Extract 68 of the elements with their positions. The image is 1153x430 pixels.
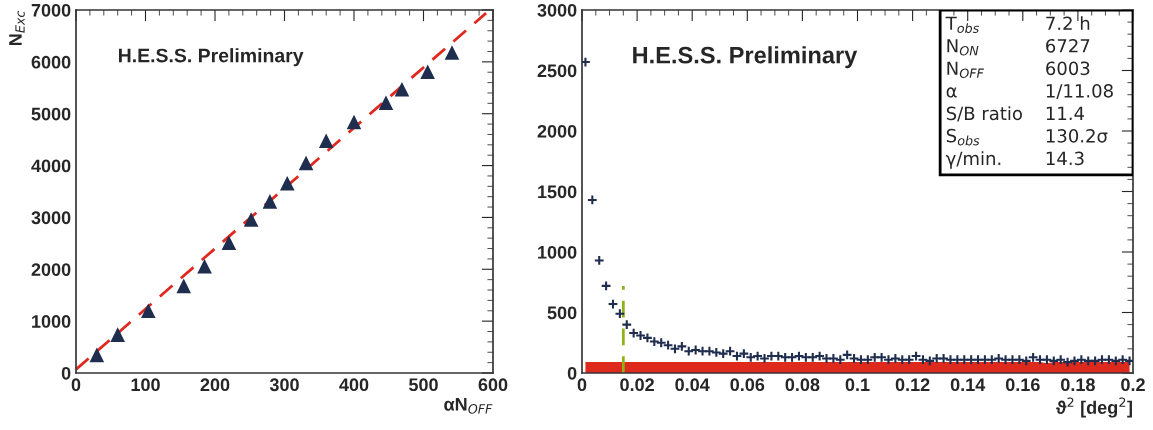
annotation: 130.2σ: [1046, 128, 1108, 143]
x-tick-label: 500: [408, 378, 438, 392]
point: [110, 327, 125, 342]
y-tick-label: 3000: [31, 211, 71, 225]
point: [262, 194, 278, 209]
x-tick-label: 100: [131, 378, 160, 392]
x-tick-label: 0: [577, 378, 587, 392]
x-tick-label: 0.12: [895, 378, 930, 392]
x-tick-label: 300: [269, 378, 299, 392]
point: [197, 258, 212, 274]
point: [141, 303, 156, 319]
x-tick-label: 0.04: [675, 378, 710, 392]
annotation: H.E.S.S. Preliminary: [119, 48, 304, 67]
annotation: 1/11.08: [1046, 83, 1113, 100]
point: [346, 114, 362, 130]
point: [318, 133, 334, 148]
point: [280, 175, 295, 191]
x-axis-title: ϑ$^{2}$ [deg$^{2}$]: [1056, 397, 1132, 418]
annotation: 7.2 h: [1046, 16, 1090, 30]
point: [420, 64, 435, 79]
y-tick-label: 0: [567, 366, 577, 380]
annotation: T$_{obs}$: [945, 16, 979, 33]
point: [221, 235, 237, 251]
point: [176, 278, 192, 294]
x-tick-label: 0.02: [620, 378, 654, 392]
annotation: 6003: [1046, 61, 1090, 76]
annotation: H.E.S.S. Preliminary: [633, 46, 858, 69]
annotation: N$_{OFF}$: [947, 61, 984, 78]
y-tick-label: 1500: [538, 185, 577, 199]
point: [378, 95, 394, 111]
x-tick-label: 0.08: [785, 378, 820, 392]
x-tick-label: 0: [71, 378, 81, 392]
point: [89, 347, 105, 363]
annotation: γ/min.: [945, 151, 1001, 169]
x-axis-title: αN$_{OFF}$: [444, 398, 493, 414]
x-tick-label: 400: [339, 378, 369, 392]
annotation: α: [946, 87, 957, 98]
y-tick-label: 1000: [32, 315, 71, 328]
x-tick-label: 0.16: [1005, 378, 1040, 392]
point: [243, 212, 259, 227]
y-tick-label: 500: [547, 306, 577, 320]
x-tick-label: 0.1: [845, 378, 870, 392]
y-tick-label: 2000: [537, 124, 577, 138]
y-tick-label: 7000: [31, 3, 71, 17]
x-tick-label: 0.14: [950, 378, 986, 392]
x-tick-label: 0.06: [730, 378, 765, 392]
y-tick-label: 6000: [31, 55, 71, 69]
x-tick-label: 600: [478, 378, 508, 392]
annotation: 11.4: [1046, 106, 1085, 120]
annotation: 6727: [1046, 38, 1090, 53]
y-tick-label: 2500: [537, 64, 577, 78]
y-tick-label: 5000: [31, 107, 71, 121]
point: [394, 82, 410, 97]
annotation: N$_{ON}$: [947, 39, 979, 56]
point: [298, 155, 314, 171]
x-tick-label: 200: [200, 378, 230, 392]
y-tick-label: 1000: [538, 245, 577, 259]
annotation: 14.3: [1046, 151, 1084, 166]
x-tick-label: 0.18: [1061, 378, 1095, 392]
annotation: S$_{obs}$: [946, 128, 980, 146]
y-tick-label: 2000: [31, 263, 71, 277]
annotation: S/B ratio: [946, 106, 1022, 122]
point: [444, 45, 460, 60]
y-axis-title: N$_{Exc}$: [9, 10, 25, 46]
x-tick-label: 0.2: [1121, 378, 1145, 392]
y-tick-label: 3000: [537, 3, 577, 17]
y-tick-label: 0: [61, 366, 71, 380]
y-tick-label: 4000: [31, 159, 71, 173]
